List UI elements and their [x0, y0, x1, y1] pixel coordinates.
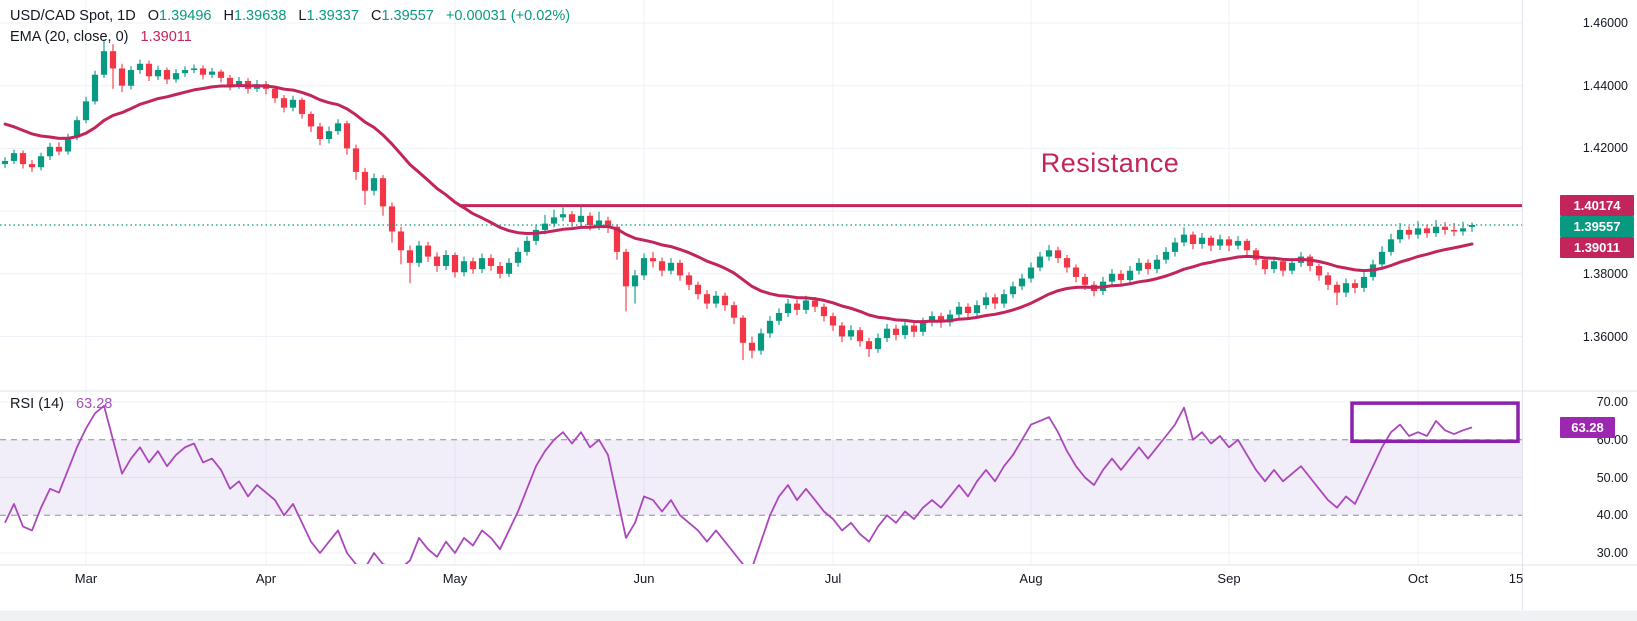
- open-value: 1.39496: [159, 8, 212, 24]
- ema-legend-row[interactable]: EMA (20, close, 0) 1.39011: [10, 27, 570, 48]
- price-tick-label: 1.38000: [1582, 266, 1628, 281]
- rsi-value-badge: 63.28: [1560, 416, 1615, 438]
- ema-value: 1.39011: [140, 29, 192, 45]
- month-label-may: May: [442, 571, 468, 586]
- rsi-value: 63.28: [76, 396, 113, 412]
- price-tick-label: 1.46000: [1582, 16, 1628, 30]
- rsi-line[interactable]: [4, 404, 1473, 568]
- month-label-mar: Mar: [74, 571, 98, 586]
- symbol-title: USD/CAD Spot, 1D: [10, 8, 136, 24]
- price-tick-label: 1.36000: [1582, 329, 1628, 344]
- month-label-apr: Apr: [255, 571, 277, 586]
- rsi-tick-label: 30.00: [1596, 546, 1628, 560]
- ema-line[interactable]: [3, 84, 1474, 324]
- month-label-jul: Jul: [824, 571, 842, 586]
- price-tick-label: 1.42000: [1582, 141, 1628, 156]
- ema-label: EMA (20, close, 0): [10, 29, 129, 45]
- legend: USD/CAD Spot, 1D O1.39496 H1.39638 L1.39…: [10, 6, 570, 48]
- month-label-oct: Oct: [1407, 571, 1429, 586]
- high-label: H: [223, 8, 234, 24]
- day-label-15: 15: [1508, 571, 1524, 586]
- month-label-aug: Aug: [1019, 571, 1043, 586]
- close-value: 1.39557: [381, 8, 434, 24]
- level-price-badge: 1.39011: [1560, 237, 1634, 259]
- price-axis[interactable]: 1.46000 1.44000 1.42000 1.38000 1.36000 70.00…: [1523, 0, 1637, 565]
- rsi-label: RSI (14): [10, 396, 64, 412]
- rsi-band: [0, 439, 1523, 516]
- high-value: 1.39638: [233, 8, 287, 24]
- month-label-sep: Sep: [1217, 571, 1241, 586]
- bottom-strip: [0, 610, 1637, 621]
- open-label: O: [147, 8, 160, 24]
- time-axis[interactable]: Mar Apr May Jun Jul Aug Sep Oct 15: [0, 565, 1637, 610]
- low-value: 1.39337: [306, 8, 359, 24]
- last-price-badge: 1.39557: [1560, 216, 1634, 238]
- candlesticks: [1, 39, 1476, 361]
- month-label-jun: Jun: [633, 571, 655, 586]
- resistance-annotation-label[interactable]: Resistance: [1040, 148, 1180, 178]
- symbol-legend-row[interactable]: USD/CAD Spot, 1D O1.39496 H1.39638 L1.39…: [10, 6, 570, 27]
- close-label: C: [370, 8, 382, 24]
- level-price-badge: 1.40174: [1560, 195, 1634, 217]
- rsi-tick-label: 70.00: [1596, 395, 1628, 409]
- low-label: L: [298, 8, 307, 24]
- change-value: +0.00031 (+0.02%): [445, 8, 571, 24]
- price-tick-label: 1.44000: [1582, 78, 1628, 93]
- rsi-legend-row[interactable]: RSI (14) 63.28: [10, 396, 112, 412]
- rsi-tick-label: 40.00: [1596, 508, 1628, 523]
- rsi-highlight-box[interactable]: [1350, 401, 1520, 444]
- rsi-tick-label: 50.00: [1596, 470, 1628, 485]
